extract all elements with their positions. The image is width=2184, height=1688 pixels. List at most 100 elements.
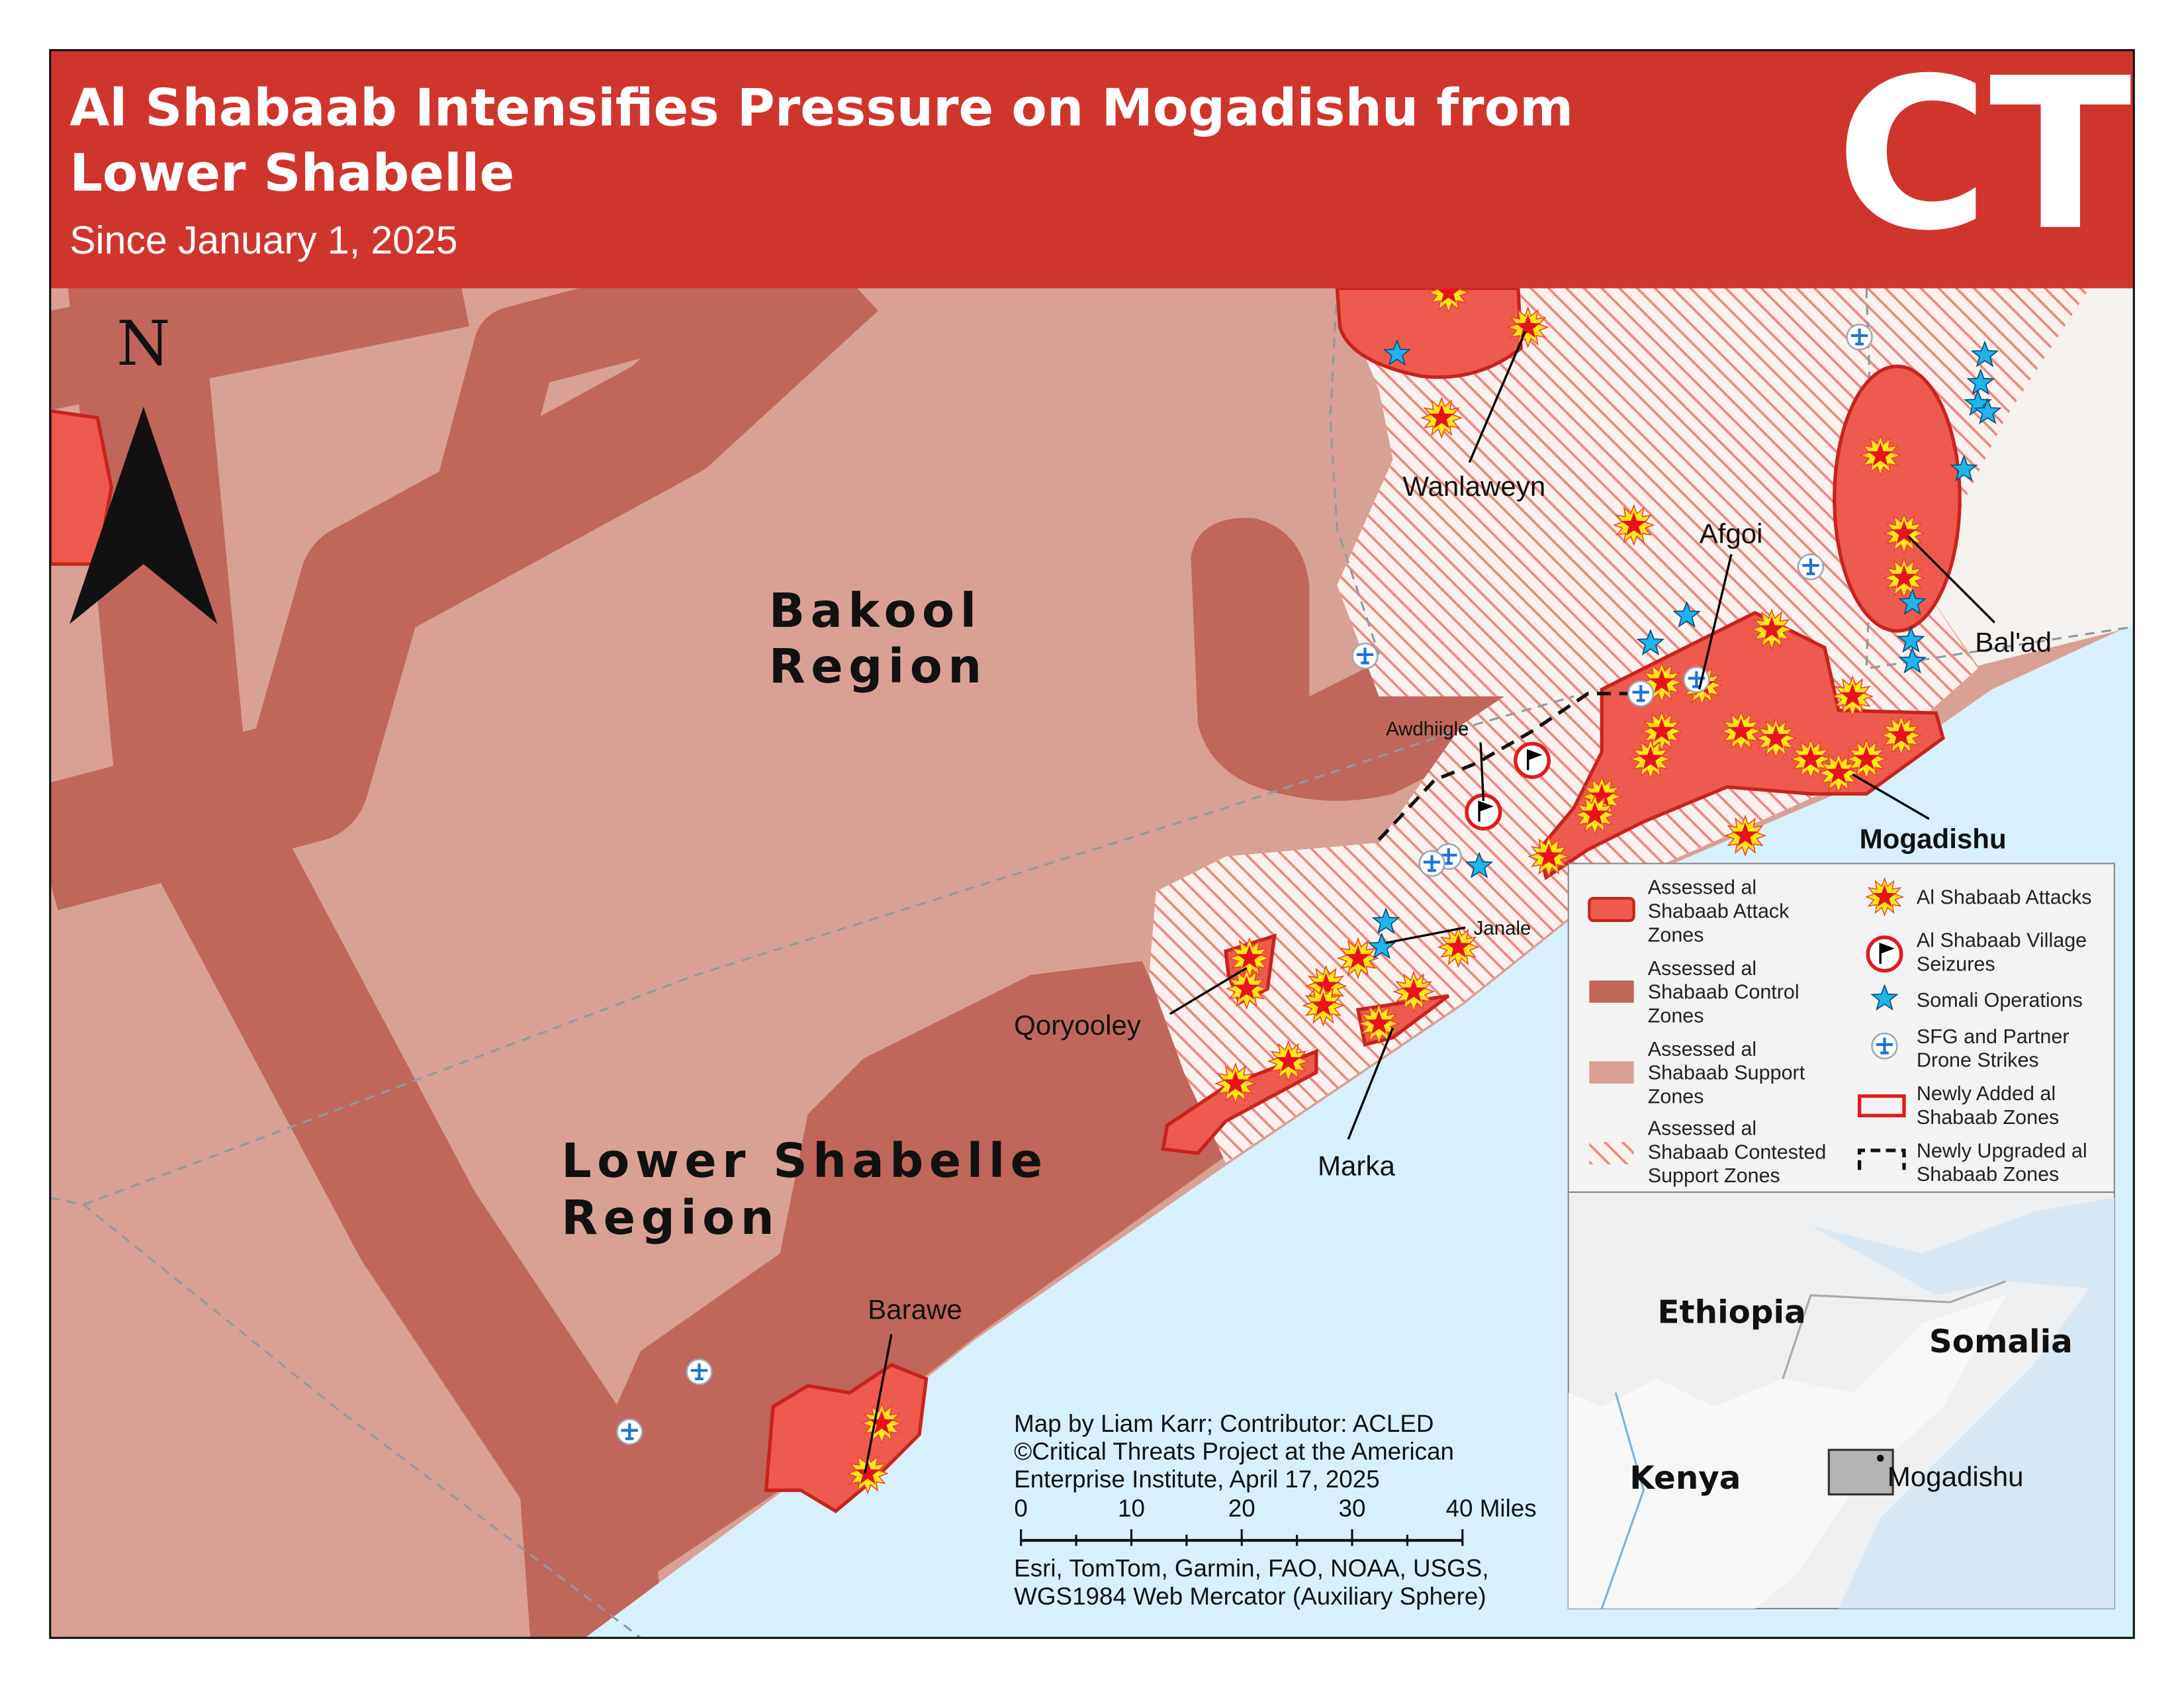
legend-label: Shabaab Contested: [1648, 1141, 1827, 1163]
legend-swatch: [1857, 1149, 1906, 1170]
drone-marker: [687, 1359, 712, 1384]
legend-label: Zones: [1648, 1004, 1704, 1027]
legend-label: Shabaab Attack: [1648, 900, 1790, 923]
legend-label: Shabaab Zones: [1917, 1106, 2059, 1129]
legend-box: [1567, 863, 2115, 1194]
legend-swatch: [1857, 1094, 1906, 1117]
inset-land: [1568, 1295, 2006, 1609]
inset-city-dot: [1876, 1454, 1884, 1462]
inset-ocean: [1810, 1197, 2115, 1609]
credit-line: Enterprise Institute, April 17, 2025: [1014, 1466, 1380, 1493]
attack-zone: [1833, 364, 1962, 633]
inset-country: Somalia: [1929, 1323, 2073, 1360]
attack-zone: [764, 1362, 929, 1514]
inset-map: Ethiopia Somalia Kenya Mogadishu: [1567, 1191, 2115, 1610]
place-label: Afgoi: [1700, 518, 1763, 549]
inset-river: [1600, 1392, 1645, 1609]
legend-item: Al Shabaab Attacks: [1865, 878, 2092, 916]
attack-zone: [1335, 288, 1523, 379]
leader-lines: [864, 331, 1995, 1474]
legend-label: Seizures: [1917, 953, 1995, 975]
region-label: Bakool: [769, 583, 982, 638]
title-line: Al Shabaab Intensifies Pressure on Mogad…: [69, 78, 1573, 138]
place-label: Wanlaweyn: [1402, 471, 1545, 502]
upgraded-boundary: [1377, 692, 1630, 841]
legend-label: Drone Strikes: [1917, 1049, 2039, 1072]
region-label: Region: [561, 1190, 780, 1245]
legend-label: Somali Operations: [1917, 989, 2083, 1011]
legend-label: Zones: [1648, 923, 1704, 946]
inset-city: Mogadishu: [1888, 1461, 2024, 1492]
drone-marker: [1420, 851, 1445, 876]
logo: CT: [1836, 34, 2133, 277]
frame: [49, 49, 2135, 1639]
control-band: [50, 288, 469, 410]
legend-label: Newly Added al: [1917, 1082, 2056, 1105]
drone-marker: [1798, 554, 1823, 579]
inset-border: [1782, 1280, 2007, 1380]
inset-body: [1568, 1197, 2115, 1609]
legend-swatch: [1868, 937, 1901, 970]
drone-marker: [1353, 643, 1378, 669]
leader-line: [1347, 1027, 1394, 1140]
place-label: Mogadishu: [1860, 823, 2007, 854]
place-label: Barawe: [868, 1293, 962, 1325]
legend-label: Support Zones: [1648, 1164, 1780, 1187]
scale-label: 0: [1014, 1495, 1027, 1522]
drone-marker: [1628, 681, 1653, 706]
leader-line: [1468, 331, 1527, 463]
leader-line: [1169, 966, 1248, 1015]
inset-country: Ethiopia: [1657, 1294, 1805, 1331]
legend-label: Shabaab Control: [1648, 981, 1799, 1004]
scale-label: 20: [1228, 1495, 1255, 1522]
legend-label: Zones: [1648, 1085, 1704, 1107]
drone-marker: [1847, 324, 1872, 350]
legend-label: Shabaab Zones: [1917, 1163, 2059, 1186]
credit-line: Map by Liam Karr; Contributor: ACLED: [1014, 1410, 1433, 1437]
leader-line: [1907, 535, 1995, 624]
legend-label: SFG and Partner: [1917, 1025, 2070, 1048]
legend-label: Al Shabaab Village: [1917, 929, 2087, 952]
seizure-marker: [1516, 744, 1549, 777]
inset-country: Kenya: [1629, 1460, 1741, 1497]
legend-label: Assessed al: [1648, 1038, 1756, 1060]
region-label: Lower Shabelle: [561, 1133, 1048, 1188]
subtitle: Since January 1, 2025: [69, 219, 457, 262]
legend-label: Al Shabaab Attacks: [1917, 886, 2092, 908]
legend-swatch: [1872, 1033, 1897, 1058]
legend-label: Assessed al: [1648, 1117, 1756, 1140]
legend-swatch: [1589, 1142, 1634, 1164]
drone-marker: [617, 1419, 642, 1444]
leader-line: [1479, 742, 1485, 801]
place-label: Marka: [1318, 1150, 1396, 1182]
scale-label: 10: [1118, 1495, 1145, 1522]
source-line: WGS1984 Web Mercator (Auxiliary Sphere): [1014, 1583, 1486, 1610]
leader-line: [1385, 926, 1466, 945]
leader-line: [1852, 773, 1930, 820]
legend-swatch: [1589, 1061, 1634, 1084]
credit-line: ©Critical Threats Project at the America…: [1014, 1438, 1454, 1465]
place-label: Janale: [1474, 917, 1531, 939]
legend-label: Shabaab Support: [1648, 1062, 1805, 1084]
scale-label: 30: [1339, 1495, 1366, 1522]
north-label: N: [116, 308, 170, 379]
legend-label: Newly Upgraded al: [1917, 1139, 2087, 1162]
region-label: Region: [769, 639, 987, 694]
border: [1329, 288, 1381, 655]
legend-swatch: [1588, 896, 1635, 922]
control-zone: [535, 961, 1226, 1638]
border: [50, 1196, 642, 1638]
legend-label: Assessed al: [1648, 957, 1756, 980]
title-line: Lower Shabelle: [69, 144, 514, 203]
